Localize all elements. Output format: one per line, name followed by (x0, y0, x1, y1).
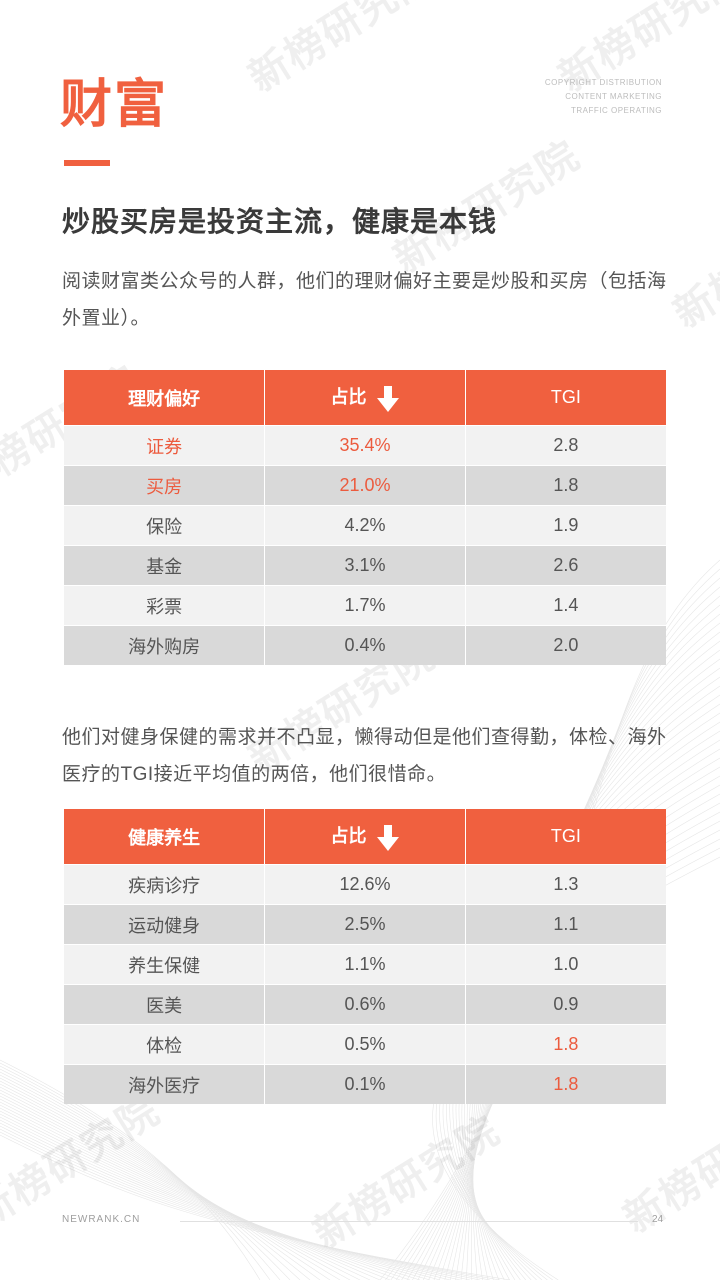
cell-share: 0.1% (264, 1064, 466, 1104)
cell-tgi: 1.8 (465, 1024, 666, 1065)
cell-label: 买房 (64, 465, 266, 506)
watermark: 新榜研究院 (241, 0, 443, 101)
cell-share: 3.1% (264, 545, 466, 586)
intro-paragraph: 阅读财富类公众号的人群，他们的理财偏好主要是炒股和买房（包括海外置业）。 (62, 271, 667, 329)
cell-share: 1.1% (264, 944, 466, 985)
cell-share: 0.5% (264, 1024, 466, 1065)
accent-bar (64, 160, 110, 166)
cell-tgi: 1.4 (465, 585, 666, 626)
table-row: 疾病诊疗 12.6% 1.3 (64, 864, 666, 905)
cell-tgi: 1.8 (465, 1064, 666, 1104)
table-row: 买房 21.0% 1.8 (64, 465, 666, 506)
cell-share: 0.4% (264, 625, 466, 665)
cell-label: 保险 (64, 505, 266, 546)
cell-tgi: 1.3 (465, 864, 666, 905)
table-row: 证券 35.4% 2.8 (64, 425, 666, 466)
cell-share: 21.0% (264, 465, 466, 506)
copyright-line: TRAFFIC OPERATING (570, 106, 662, 115)
column-header: 占比 (264, 809, 466, 865)
footer-divider (180, 1221, 638, 1222)
cell-tgi: 1.9 (465, 505, 666, 546)
cell-share: 4.2% (264, 505, 466, 546)
health-preference-table: 健康养生 占比 TGI 疾病诊疗 12.6% 1.3 运动健身 2.5% 1.1… (64, 809, 666, 1104)
headline: 炒股买房是投资主流，健康是本钱 (62, 206, 498, 237)
cell-label: 海外购房 (64, 625, 266, 665)
cell-label: 证券 (64, 425, 266, 466)
table-row: 海外医疗 0.1% 1.8 (64, 1064, 666, 1104)
table-row: 体检 0.5% 1.8 (64, 1024, 666, 1065)
cell-tgi: 1.8 (465, 465, 666, 506)
watermark: 新榜研究院 (306, 1108, 508, 1257)
copyright-line: CONTENT MARKETING (565, 92, 662, 101)
section-title: 财富 (60, 76, 169, 134)
table-row: 海外购房 0.4% 2.0 (64, 625, 666, 665)
cell-tgi: 1.0 (465, 944, 666, 985)
table-row: 保险 4.2% 1.9 (64, 505, 666, 546)
table-row: 养生保健 1.1% 1.0 (64, 944, 666, 985)
cell-share: 1.7% (264, 585, 466, 626)
cell-tgi: 2.0 (465, 625, 666, 665)
cell-tgi: 2.8 (465, 425, 666, 466)
column-header: 占比 (264, 370, 466, 426)
column-header: 健康养生 (64, 809, 266, 865)
health-paragraph: 他们对健身保健的需求并不凸显，懒得动但是他们查得勤，体检、海外医疗的TGI接近平… (62, 727, 667, 785)
table-row: 运动健身 2.5% 1.1 (64, 904, 666, 945)
cell-share: 35.4% (264, 425, 466, 466)
cell-tgi: 2.6 (465, 545, 666, 586)
page-number: 24 (652, 1214, 664, 1225)
cell-label: 疾病诊疗 (64, 864, 266, 905)
table-row: 彩票 1.7% 1.4 (64, 585, 666, 626)
table-header-row: 理财偏好 占比 TGI (64, 370, 666, 426)
column-header: 理财偏好 (64, 370, 266, 426)
cell-share: 12.6% (264, 864, 466, 905)
cell-label: 体检 (64, 1024, 266, 1065)
column-header: TGI (465, 809, 666, 865)
cell-label: 医美 (64, 984, 266, 1025)
cell-label: 彩票 (64, 585, 266, 626)
cell-label: 基金 (64, 545, 266, 586)
finance-preference-table: 理财偏好 占比 TGI 证券 35.4% 2.8 买房 21.0% 1.8 保险… (64, 370, 666, 665)
cell-tgi: 0.9 (465, 984, 666, 1025)
cell-label: 养生保健 (64, 944, 266, 985)
cell-label: 海外医疗 (64, 1064, 266, 1104)
table-row: 医美 0.6% 0.9 (64, 984, 666, 1025)
cell-share: 2.5% (264, 904, 466, 945)
column-header: TGI (465, 370, 666, 426)
table-header-row: 健康养生 占比 TGI (64, 809, 666, 865)
cell-tgi: 1.1 (465, 904, 666, 945)
footer-site: NEWRANK.CN (62, 1214, 141, 1225)
copyright-line: COPYRIGHT DISTRIBUTION (544, 78, 662, 87)
arrow-down-icon (377, 824, 400, 851)
table-row: 基金 3.1% 2.6 (64, 545, 666, 586)
cell-label: 运动健身 (64, 904, 266, 945)
copyright-lines: COPYRIGHT DISTRIBUTION CONTENT MARKETING… (545, 76, 662, 118)
arrow-down-icon (377, 385, 400, 412)
cell-share: 0.6% (264, 984, 466, 1025)
